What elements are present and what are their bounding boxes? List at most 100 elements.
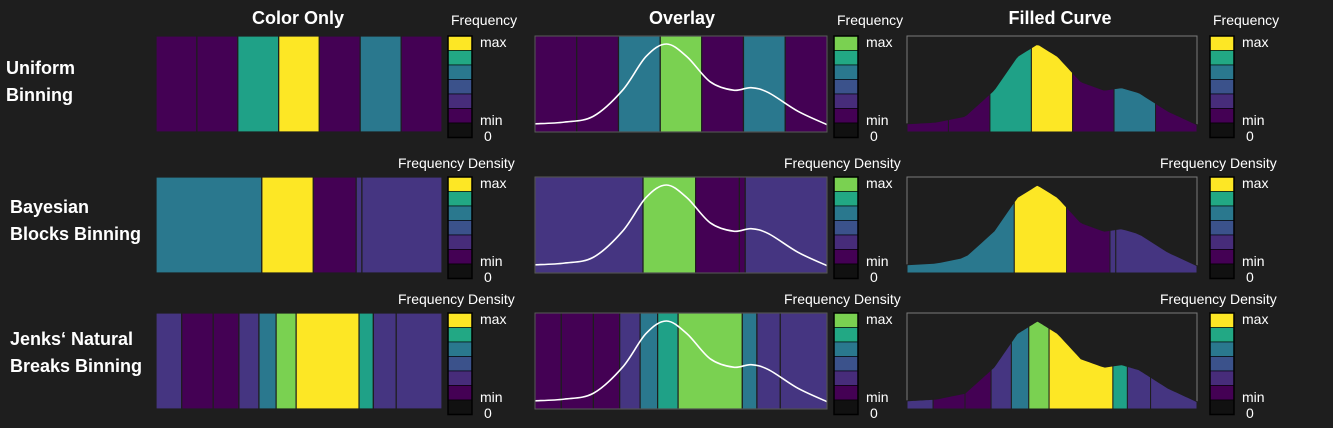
- filled-bin-r2-b3: [990, 340, 1012, 410]
- legend-swatch-r1-c2-s2: [1209, 205, 1235, 221]
- legend-swatch-r1-c1-s6: [833, 263, 859, 279]
- row-label-jenks: Jenks‘ Natural Breaks Binning: [10, 329, 143, 376]
- legend-title-r2-c0: Frequency Density: [398, 291, 515, 307]
- legend-frame-r2-c0: [447, 312, 473, 416]
- legend-swatch-r1-c1-s4: [833, 234, 859, 250]
- overlay-bin-r2-b5: [657, 312, 679, 410]
- color-only-bin-r2-b3: [238, 312, 260, 410]
- overlay-bin-r2-b9: [779, 312, 828, 410]
- legend-swatch-r1-c0-s5: [447, 249, 473, 265]
- legend-swatch-r2-c2-s1: [1209, 327, 1235, 343]
- overlay-density-curve-r1: [534, 184, 828, 267]
- legend-swatch-r1-c0-s1: [447, 191, 473, 207]
- legend-max-r0-c1: max: [866, 34, 893, 50]
- legend-swatch-r2-c1-s1: [833, 327, 859, 343]
- legend-swatch-r2-c2-s2: [1209, 341, 1235, 357]
- legend-swatch-r0-c0-s5: [447, 108, 473, 124]
- legend-frame-r0-c2: [1209, 35, 1235, 139]
- legend-zero-r1-c1: 0: [870, 269, 878, 285]
- legend-zero-r1-c0: 0: [484, 269, 492, 285]
- legend-swatch-r1-c1-s1: [833, 191, 859, 207]
- legend-swatch-r0-c2-s4: [1209, 93, 1235, 109]
- legend-frame-r0-c0: [447, 35, 473, 139]
- filled-bin-r2-b1: [932, 392, 966, 410]
- legend-swatch-r2-c2-s0: [1209, 312, 1235, 328]
- overlay-bin-r0-b1: [576, 35, 620, 133]
- legend-max-r1-c2: max: [1242, 175, 1269, 191]
- color-only-bin-r0-b6: [400, 35, 443, 133]
- legend-zero-r2-c2: 0: [1246, 405, 1254, 421]
- overlay-bin-r2-b6: [677, 312, 743, 410]
- legend-swatch-r0-c0-s2: [447, 64, 473, 80]
- legend-swatch-r0-c1-s0: [833, 35, 859, 51]
- overlay-bin-r0-b2: [617, 35, 661, 133]
- legend-swatch-r1-c2-s1: [1209, 191, 1235, 207]
- legend-swatch-r2-c0-s1: [447, 327, 473, 343]
- legend-swatch-r1-c2-s4: [1209, 234, 1235, 250]
- legend-max-r2-c0: max: [480, 311, 507, 327]
- legend-swatch-r1-c0-s4: [447, 234, 473, 250]
- color-only-bin-r2-b9: [395, 312, 443, 410]
- legend-swatch-r2-c2-s6: [1209, 399, 1235, 415]
- color-only-bin-r1-b0: [155, 176, 263, 274]
- color-only-bin-r2-b0: [155, 312, 183, 410]
- filled-bin-r1-b3: [1109, 228, 1117, 274]
- color-only-bin-r2-b8: [372, 312, 397, 410]
- filled-bin-r1-b1: [1013, 184, 1067, 274]
- legend-zero-r0-c0: 0: [484, 128, 492, 144]
- legend-swatch-r2-c1-s0: [833, 312, 859, 328]
- filled-bin-r0-b2: [989, 46, 1032, 133]
- legend-swatch-r1-c0-s6: [447, 263, 473, 279]
- overlay-bin-r1-b2: [694, 176, 740, 274]
- color-only-bin-r0-b3: [278, 35, 320, 133]
- overlay-frame-r1: [534, 176, 828, 274]
- color-only-bin-r0-b2: [237, 35, 280, 133]
- legend-swatch-r1-c1-s3: [833, 220, 859, 236]
- column-title-color-only: Color Only: [251, 8, 344, 28]
- legend-swatch-r2-c0-s5: [447, 385, 473, 401]
- color-only-bin-r2-b6: [295, 312, 360, 410]
- overlay-bin-r1-b1: [642, 176, 697, 274]
- legend-swatch-r0-c0-s0: [447, 35, 473, 51]
- legend-title-r2-c1: Frequency Density: [784, 291, 901, 307]
- column-title-overlay: Overlay: [648, 8, 716, 28]
- overlay-bin-r1-b0: [534, 176, 644, 274]
- overlay-bin-r2-b3: [619, 312, 641, 410]
- legend-swatch-r1-c1-s5: [833, 249, 859, 265]
- filled-bin-r1-b0: [906, 200, 1015, 274]
- legend-frame-r1-c2: [1209, 176, 1235, 280]
- color-only-bin-r2-b2: [212, 312, 240, 410]
- filled-bin-r0-b5: [1113, 87, 1157, 133]
- color-only-bin-r2-b1: [181, 312, 214, 410]
- overlay-bin-r0-b3: [659, 35, 703, 133]
- filled-bin-r2-b4: [1010, 325, 1030, 410]
- color-only-bin-r0-b0: [155, 35, 198, 133]
- legend-swatch-r0-c2-s1: [1209, 50, 1235, 66]
- legend-swatch-r1-c2-s5: [1209, 249, 1235, 265]
- legend-swatch-r0-c1-s4: [833, 93, 859, 109]
- legend-max-r2-c2: max: [1242, 311, 1269, 327]
- filled-bin-r0-b1: [947, 92, 991, 133]
- overlay-frame-r0: [534, 35, 828, 133]
- legend-swatch-r0-c1-s2: [833, 64, 859, 80]
- overlay-bin-r0-b6: [784, 35, 828, 133]
- legend-swatch-r1-c1-s2: [833, 205, 859, 221]
- color-only-bin-r0-b4: [318, 35, 361, 133]
- overlay-bin-r2-b4: [639, 312, 659, 410]
- row-label-bayesian: Bayesian Blocks Binning: [10, 197, 142, 244]
- legend-swatch-r0-c1-s1: [833, 50, 859, 66]
- filled-bin-r2-b8: [1126, 365, 1152, 410]
- color-only-bin-r2-b4: [258, 312, 277, 410]
- color-only-bin-r1-b2: [312, 176, 357, 274]
- overlay-bin-r1-b3: [738, 176, 746, 274]
- legend-min-r0-c0: min: [480, 112, 503, 128]
- legend-title-r0-c2: Frequency: [1213, 12, 1280, 28]
- legend-swatch-r2-c1-s5: [833, 385, 859, 401]
- filled-bin-r1-b2: [1066, 205, 1111, 274]
- filled-bin-r0-b3: [1030, 44, 1074, 133]
- overlay-bin-r1-b4: [744, 176, 828, 274]
- legend-title-r1-c1: Frequency Density: [784, 155, 901, 171]
- color-only-bin-r1-b4: [361, 176, 443, 274]
- overlay-frame-r2: [534, 312, 828, 410]
